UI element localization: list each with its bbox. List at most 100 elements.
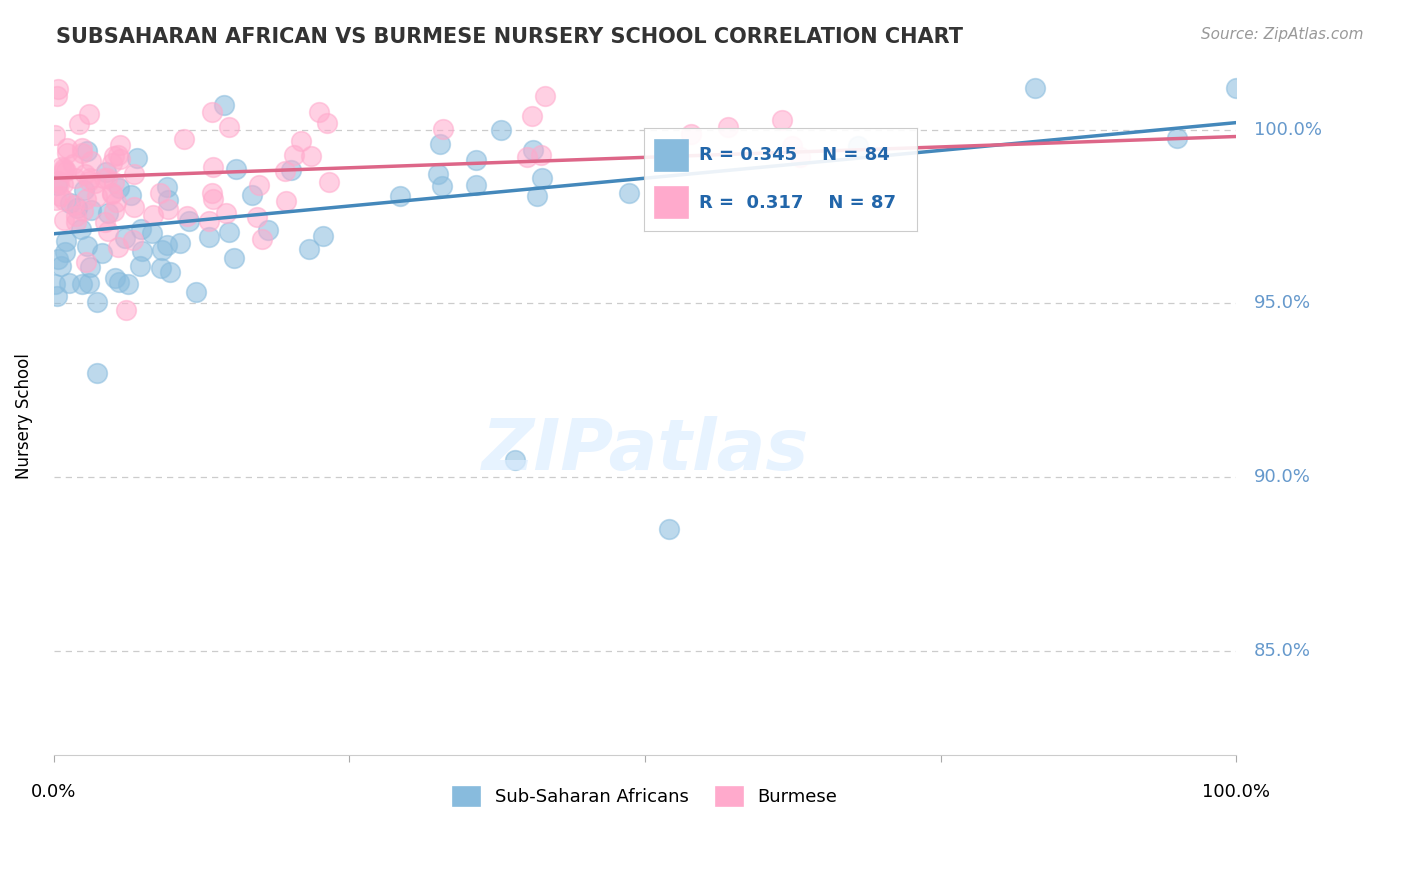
Point	[56, 141, 79, 155]
Point	[533, 88, 555, 103]
Point	[257, 223, 280, 237]
Point	[202, 161, 225, 175]
Point	[176, 209, 198, 223]
FancyBboxPatch shape	[655, 187, 688, 219]
Point	[129, 259, 152, 273]
Point	[169, 236, 191, 251]
Point	[65, 215, 87, 229]
Point	[214, 206, 236, 220]
Point	[97, 223, 120, 237]
Point	[80, 203, 103, 218]
Point	[108, 181, 131, 195]
Point	[184, 285, 207, 300]
Point	[530, 148, 553, 162]
Point	[70, 145, 93, 160]
Point	[246, 210, 269, 224]
Point	[429, 136, 451, 151]
Point	[298, 242, 321, 256]
Point	[46, 178, 69, 193]
Text: 0.0%: 0.0%	[31, 782, 76, 801]
Point	[652, 151, 675, 165]
Point	[1225, 81, 1247, 95]
Point	[299, 149, 322, 163]
Point	[46, 174, 69, 188]
Text: Source: ZipAtlas.com: Source: ZipAtlas.com	[1201, 27, 1364, 42]
Point	[318, 175, 340, 189]
Point	[201, 192, 224, 206]
Point	[530, 170, 553, 185]
Point	[522, 143, 544, 157]
Point	[93, 215, 115, 229]
Point	[107, 147, 129, 161]
Point	[52, 212, 75, 227]
Point	[218, 225, 240, 239]
Point	[46, 289, 69, 303]
Point	[101, 187, 124, 202]
Point	[489, 123, 512, 137]
Point	[86, 294, 108, 309]
Point	[44, 128, 66, 142]
Point	[72, 277, 94, 291]
Point	[159, 265, 181, 279]
Point	[76, 239, 98, 253]
Point	[45, 193, 67, 207]
Text: R = 0.345    N = 84: R = 0.345 N = 84	[699, 146, 890, 164]
Point	[290, 134, 312, 148]
Point	[156, 180, 179, 194]
Point	[149, 260, 172, 275]
Point	[505, 452, 527, 467]
Point	[53, 163, 76, 178]
Point	[79, 260, 101, 274]
Point	[218, 120, 240, 134]
Point	[108, 275, 131, 289]
Point	[65, 209, 87, 223]
Point	[70, 221, 93, 235]
Point	[200, 105, 222, 120]
Point	[70, 141, 93, 155]
Point	[141, 227, 163, 241]
Point	[101, 156, 124, 170]
Point	[122, 233, 145, 247]
Point	[108, 153, 131, 167]
Point	[103, 176, 125, 190]
Point	[1024, 81, 1046, 95]
Point	[388, 188, 411, 202]
Point	[58, 276, 80, 290]
Point	[101, 186, 124, 201]
Point	[77, 276, 100, 290]
Point	[240, 187, 263, 202]
Point	[75, 254, 97, 268]
Point	[44, 277, 66, 292]
Point	[72, 204, 94, 219]
Point	[46, 88, 69, 103]
Point	[179, 214, 201, 228]
Point	[526, 189, 548, 203]
Point	[681, 127, 703, 141]
Point	[131, 222, 153, 236]
Point	[55, 234, 77, 248]
Point	[173, 132, 195, 146]
Point	[131, 244, 153, 258]
Point	[201, 186, 224, 201]
Point	[77, 107, 100, 121]
Point	[780, 139, 803, 153]
Point	[274, 164, 297, 178]
Point	[79, 170, 101, 185]
Point	[274, 194, 297, 208]
Point	[49, 189, 72, 203]
Point	[156, 238, 179, 252]
Point	[76, 144, 98, 158]
Point	[52, 177, 75, 191]
Point	[252, 231, 274, 245]
Point	[73, 167, 96, 181]
Point	[75, 193, 97, 207]
Point	[105, 194, 128, 209]
Text: 90.0%: 90.0%	[1254, 468, 1310, 486]
Point	[149, 186, 172, 200]
Point	[110, 138, 132, 153]
Point	[152, 243, 174, 257]
Point	[67, 117, 90, 131]
Point	[846, 138, 869, 153]
Point	[122, 167, 145, 181]
Point	[157, 202, 180, 217]
